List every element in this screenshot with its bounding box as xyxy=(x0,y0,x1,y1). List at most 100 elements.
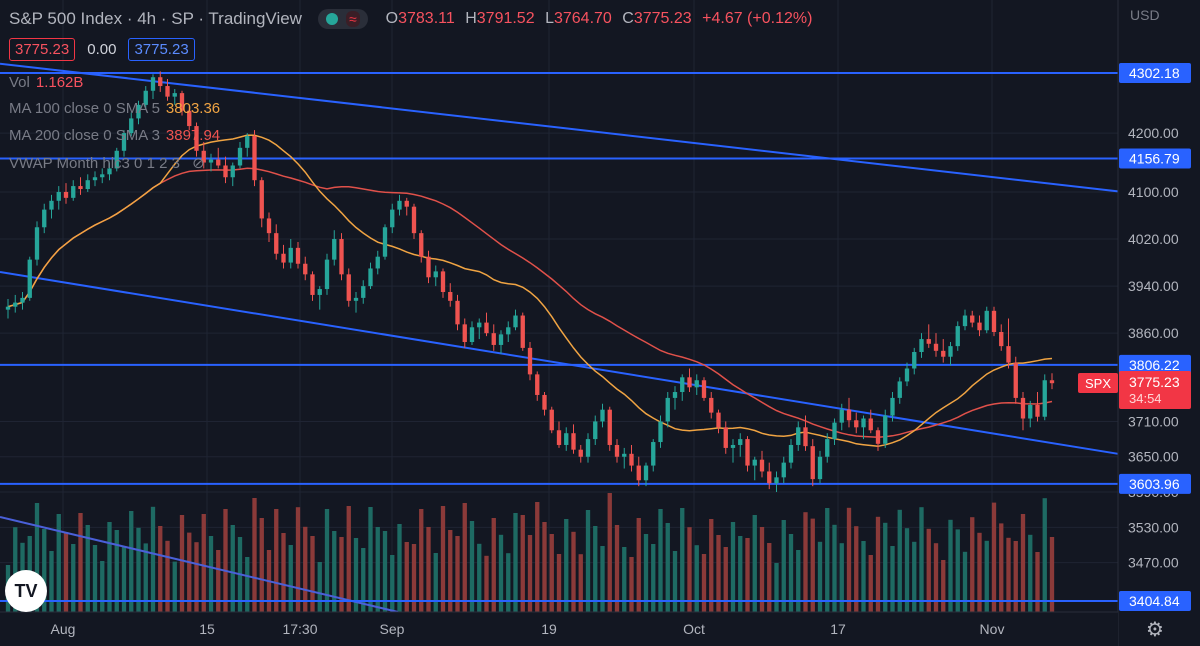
market-status-pill[interactable]: ≈ xyxy=(317,9,368,29)
candle[interactable] xyxy=(788,439,794,469)
candle[interactable] xyxy=(846,397,852,428)
candle[interactable] xyxy=(585,433,591,463)
candle[interactable] xyxy=(390,203,395,234)
candle[interactable] xyxy=(440,268,446,298)
candle[interactable] xyxy=(774,471,779,493)
candle[interactable] xyxy=(404,197,409,216)
candle[interactable] xyxy=(274,224,279,260)
candle[interactable] xyxy=(883,409,888,448)
candle[interactable] xyxy=(542,392,547,416)
candle[interactable] xyxy=(672,386,678,410)
candle[interactable] xyxy=(680,374,685,401)
candle[interactable] xyxy=(701,377,707,401)
candle[interactable] xyxy=(1013,356,1018,404)
candle[interactable] xyxy=(1006,318,1011,369)
candle[interactable] xyxy=(759,450,765,478)
candle[interactable] xyxy=(948,342,953,366)
candle[interactable] xyxy=(121,130,127,157)
candle[interactable] xyxy=(42,203,47,234)
candle[interactable] xyxy=(411,203,417,240)
candle[interactable] xyxy=(498,330,504,354)
candle[interactable] xyxy=(897,377,902,404)
trend-line-lower[interactable] xyxy=(0,271,1119,455)
indicator-ma200[interactable]: MA 200 close 0 SMA 3 3897.94 xyxy=(9,127,221,144)
candle[interactable] xyxy=(158,71,163,92)
candle[interactable] xyxy=(919,333,924,358)
candle[interactable] xyxy=(1035,392,1040,422)
candle[interactable] xyxy=(20,291,25,310)
candle[interactable] xyxy=(607,406,612,451)
candle[interactable] xyxy=(861,415,866,440)
candle[interactable] xyxy=(165,78,170,101)
sell-price-box[interactable]: 3775.23 xyxy=(9,38,76,61)
candle[interactable] xyxy=(622,447,627,469)
candle[interactable] xyxy=(27,256,32,301)
candle[interactable] xyxy=(665,392,670,428)
candle[interactable] xyxy=(136,100,141,125)
candle[interactable] xyxy=(658,415,663,448)
candle[interactable] xyxy=(1049,373,1055,390)
candle[interactable] xyxy=(49,194,54,219)
candle[interactable] xyxy=(208,153,214,172)
trend-line-upper[interactable] xyxy=(0,62,1119,193)
trend-line-bottom[interactable] xyxy=(0,516,399,613)
candle[interactable] xyxy=(999,324,1004,351)
candle[interactable] xyxy=(571,424,576,454)
candle[interactable] xyxy=(194,122,199,157)
candle[interactable] xyxy=(984,306,989,334)
candle[interactable] xyxy=(535,371,540,401)
candle[interactable] xyxy=(346,268,351,307)
candle[interactable] xyxy=(129,112,134,137)
candle[interactable] xyxy=(187,106,192,131)
candle[interactable] xyxy=(223,156,228,184)
candle[interactable] xyxy=(513,309,518,331)
candle[interactable] xyxy=(303,256,308,281)
candle[interactable] xyxy=(143,86,148,110)
candle[interactable] xyxy=(63,183,69,204)
candle[interactable] xyxy=(817,450,823,484)
candle[interactable] xyxy=(317,286,322,310)
candle[interactable] xyxy=(332,230,337,266)
candle[interactable] xyxy=(397,194,402,216)
candle[interactable] xyxy=(1020,392,1026,431)
candle[interactable] xyxy=(506,321,511,343)
candle[interactable] xyxy=(368,262,373,290)
candle[interactable] xyxy=(933,333,939,357)
candle[interactable] xyxy=(854,412,859,434)
candle[interactable] xyxy=(455,294,460,331)
candle[interactable] xyxy=(281,244,286,269)
buy-price-box[interactable]: 3775.23 xyxy=(128,38,195,61)
candle[interactable] xyxy=(382,224,388,260)
candle[interactable] xyxy=(614,439,620,463)
candle[interactable] xyxy=(201,141,206,169)
candle[interactable] xyxy=(694,374,699,395)
candle[interactable] xyxy=(92,171,98,187)
candle[interactable] xyxy=(962,309,968,331)
tradingview-logo[interactable]: TV xyxy=(5,570,47,612)
candle[interactable] xyxy=(803,415,808,451)
candle[interactable] xyxy=(687,368,692,393)
candle[interactable] xyxy=(520,312,525,351)
candle[interactable] xyxy=(85,174,90,192)
candle[interactable] xyxy=(1042,374,1047,421)
candle[interactable] xyxy=(730,439,736,463)
currency-label[interactable]: USD xyxy=(1130,7,1160,23)
candle[interactable] xyxy=(150,74,156,99)
candle[interactable] xyxy=(890,392,895,422)
candle[interactable] xyxy=(738,433,743,457)
candle[interactable] xyxy=(825,433,830,463)
candle[interactable] xyxy=(353,291,359,313)
candle[interactable] xyxy=(643,462,649,487)
candle[interactable] xyxy=(295,241,301,269)
candle[interactable] xyxy=(752,456,757,481)
candle[interactable] xyxy=(484,312,489,337)
candle[interactable] xyxy=(629,444,634,472)
candle[interactable] xyxy=(593,415,598,445)
candle[interactable] xyxy=(600,403,605,428)
candle[interactable] xyxy=(114,147,119,172)
candle[interactable] xyxy=(716,409,721,434)
candle[interactable] xyxy=(245,133,250,157)
indicator-vol[interactable]: Vol 1.162B xyxy=(9,74,84,91)
gear-icon[interactable]: ⚙ xyxy=(1146,619,1164,641)
